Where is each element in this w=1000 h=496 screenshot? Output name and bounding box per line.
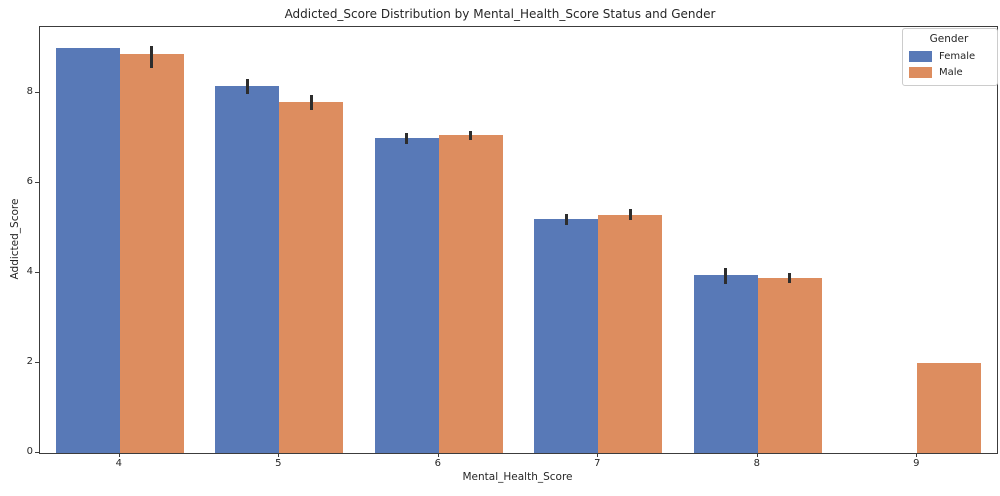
bar-female-5 bbox=[215, 86, 280, 453]
y-tick-mark bbox=[35, 272, 39, 274]
x-tick-label: 9 bbox=[913, 458, 920, 469]
x-tick-mark bbox=[597, 453, 599, 457]
y-tick-label: 8 bbox=[26, 86, 33, 98]
x-tick-mark bbox=[437, 453, 439, 457]
x-tick-label: 5 bbox=[275, 458, 282, 469]
bar-male-5 bbox=[279, 102, 344, 453]
bar-male-6 bbox=[438, 134, 503, 453]
plot-area bbox=[39, 26, 998, 454]
legend: Gender Female Male bbox=[902, 28, 998, 86]
error-bar-male-7 bbox=[628, 208, 632, 221]
x-tick-mark bbox=[916, 453, 918, 457]
legend-entries: Female Male bbox=[909, 48, 989, 80]
legend-swatch-female bbox=[909, 50, 932, 62]
y-tick-label: 0 bbox=[26, 446, 33, 457]
x-tick-mark bbox=[278, 453, 280, 457]
x-tick-mark bbox=[118, 453, 120, 457]
y-tick-label: 2 bbox=[26, 356, 33, 368]
x-tick-label: 6 bbox=[434, 458, 441, 469]
y-tick-mark bbox=[35, 182, 39, 184]
legend-row-male: Male bbox=[909, 64, 989, 80]
error-bar-male-5 bbox=[309, 95, 313, 110]
error-bar-female-6 bbox=[405, 133, 409, 144]
bar-male-7 bbox=[598, 214, 663, 453]
bar-female-7 bbox=[534, 219, 599, 453]
legend-title: Gender bbox=[929, 33, 969, 45]
y-tick-mark bbox=[35, 452, 39, 453]
error-bar-female-7 bbox=[564, 214, 568, 225]
legend-label: Male bbox=[939, 66, 963, 78]
legend-label: Female bbox=[939, 50, 976, 62]
chart-title: Addicted_Score Distribution by Mental_He… bbox=[284, 7, 716, 21]
bar-male-8 bbox=[757, 277, 822, 453]
y-tick-mark bbox=[35, 92, 39, 94]
legend-swatch-male bbox=[909, 66, 932, 78]
y-tick-mark bbox=[35, 362, 39, 364]
bar-male-4 bbox=[119, 53, 184, 453]
x-tick-mark bbox=[756, 453, 758, 457]
error-bar-male-4 bbox=[150, 45, 154, 69]
x-axis-label: Mental_Health_Score bbox=[462, 471, 573, 483]
y-tick-label: 4 bbox=[26, 266, 33, 278]
bar-female-8 bbox=[693, 275, 758, 453]
x-tick-label: 8 bbox=[753, 458, 760, 469]
error-bar-male-8 bbox=[788, 273, 792, 283]
x-tick-label: 7 bbox=[594, 458, 601, 469]
bar-male-9 bbox=[917, 363, 982, 453]
bar-female-6 bbox=[374, 138, 439, 453]
y-tick-label: 6 bbox=[26, 176, 33, 188]
error-bar-female-5 bbox=[245, 79, 249, 95]
bar-female-4 bbox=[55, 48, 120, 453]
error-bar-female-8 bbox=[724, 267, 728, 284]
error-bar-male-6 bbox=[469, 130, 473, 140]
x-tick-label: 4 bbox=[115, 458, 122, 469]
legend-row-female: Female bbox=[909, 48, 989, 64]
